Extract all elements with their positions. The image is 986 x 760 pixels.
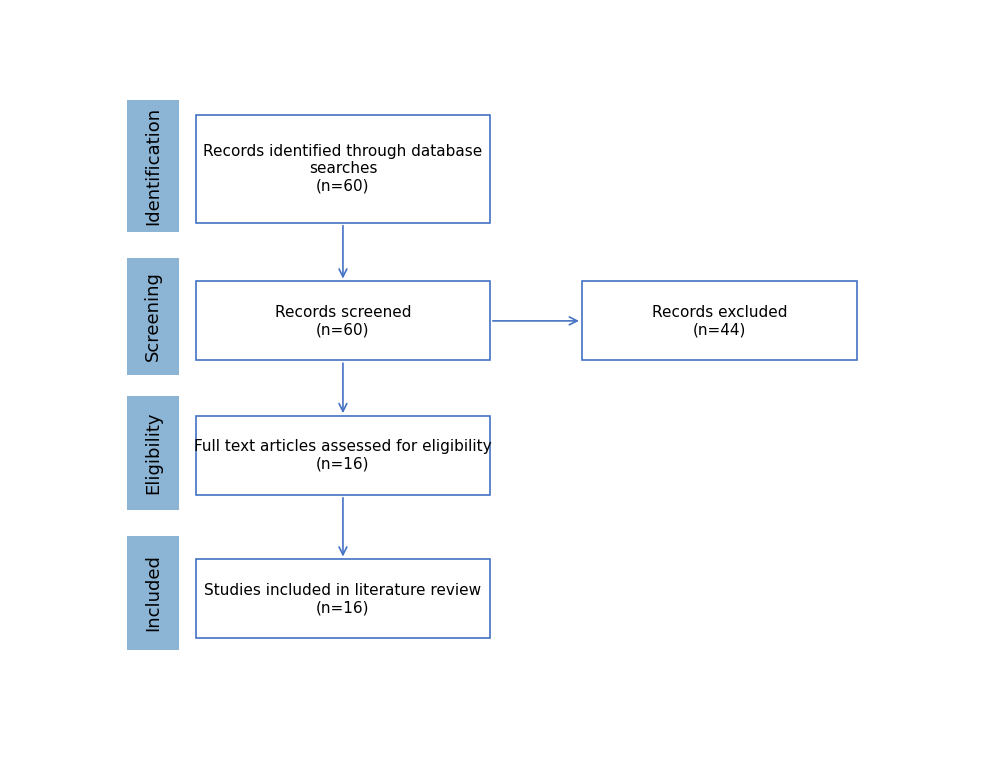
Text: Full text articles assessed for eligibility
(n=16): Full text articles assessed for eligibil… <box>194 439 492 472</box>
Text: Identification: Identification <box>144 106 162 225</box>
Bar <box>582 281 857 360</box>
Text: Studies included in literature review
(n=16): Studies included in literature review (n… <box>204 583 481 615</box>
Bar <box>196 115 490 223</box>
Bar <box>127 258 179 375</box>
Text: Records excluded
(n=44): Records excluded (n=44) <box>652 305 787 337</box>
Bar <box>196 416 490 495</box>
Bar <box>127 395 179 510</box>
Text: Records identified through database
searches
(n=60): Records identified through database sear… <box>203 144 482 194</box>
Text: Eligibility: Eligibility <box>144 411 162 494</box>
Bar <box>196 281 490 360</box>
Bar <box>127 536 179 650</box>
Bar <box>196 559 490 638</box>
Text: Included: Included <box>144 555 162 632</box>
Text: Records screened
(n=60): Records screened (n=60) <box>275 305 411 337</box>
Text: Screening: Screening <box>144 271 162 362</box>
Bar <box>127 100 179 232</box>
